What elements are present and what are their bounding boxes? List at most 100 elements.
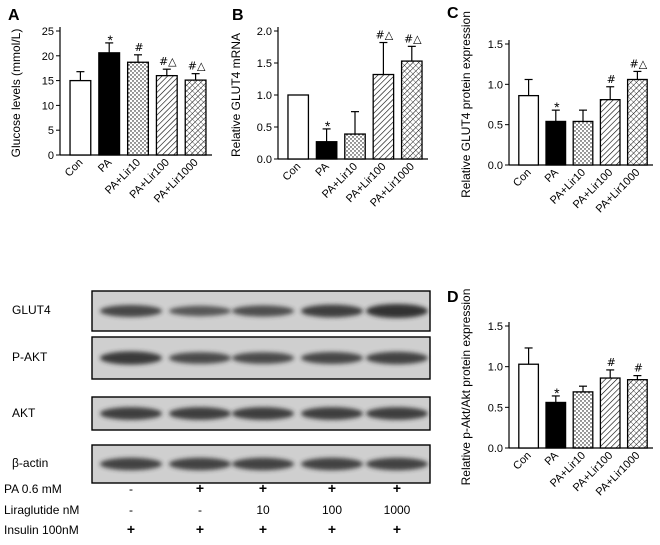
- protein-band: [366, 407, 428, 420]
- y-tick-label: 1.5: [257, 58, 272, 70]
- treatment-value: +: [392, 521, 402, 537]
- bar: [626, 78, 648, 166]
- y-tick-label: 5: [48, 125, 54, 137]
- y-tick-label: 15: [42, 76, 54, 88]
- protein-band: [232, 407, 294, 420]
- protein-band: [169, 352, 231, 364]
- treatment-value: -: [198, 503, 202, 517]
- x-tick-label: Con: [511, 167, 534, 190]
- treatment-label: Insulin 100nM: [4, 523, 79, 537]
- protein-band: [366, 304, 428, 318]
- x-tick-label: PA: [543, 166, 562, 185]
- chart-b: 0.0 0.5 1.0 1.5 2.0 Relative GLUT4 mRNA Con * PA…: [229, 26, 428, 209]
- y-tick-label: 0.5: [488, 402, 503, 414]
- bar: [599, 99, 621, 166]
- bar: [98, 52, 121, 156]
- treatment-value: +: [126, 521, 136, 537]
- treatment-label: PA 0.6 mM: [4, 482, 62, 496]
- y-tick-label: 10: [42, 100, 54, 112]
- y-axis-label: Glucose levels (mmol/L): [9, 29, 23, 158]
- protein-band: [232, 352, 294, 364]
- bar: [545, 120, 567, 166]
- protein-band: [169, 457, 231, 471]
- chart-a: 0 5 10 15 20 25 Glucose levels (mmol/L) Con * PA #…: [9, 26, 212, 205]
- panel-label-a: A: [8, 7, 20, 24]
- y-tick-label: 0.0: [488, 160, 503, 172]
- y-axis-label: Relative p-Akt/Akt protein expression: [459, 289, 473, 486]
- protein-band: [169, 407, 231, 420]
- significance-label: *: [107, 32, 113, 48]
- y-tick-label: 1.0: [488, 79, 503, 91]
- y-tick-label: 1.5: [488, 39, 503, 51]
- protein-band: [100, 351, 162, 365]
- bar: [372, 73, 395, 160]
- y-axis-label: Relative GLUT4 protein expression: [459, 11, 473, 198]
- x-tick-label: Con: [511, 450, 534, 473]
- bar: [315, 141, 338, 160]
- blot-row-label: AKT: [12, 405, 36, 420]
- panel-label-c: C: [447, 5, 459, 22]
- bar: [572, 120, 594, 166]
- protein-band: [301, 304, 363, 318]
- significance-label: #△: [159, 55, 177, 68]
- y-tick-label: 0.5: [488, 120, 503, 132]
- bar: [287, 94, 310, 160]
- y-tick-label: 0: [48, 150, 54, 162]
- x-tick-label: PA: [313, 160, 332, 179]
- bar: [518, 94, 540, 166]
- protein-band: [100, 305, 162, 317]
- y-tick-label: 0.5: [257, 122, 272, 134]
- protein-band: [366, 351, 428, 365]
- bar: [400, 60, 423, 160]
- x-tick-label: Con: [281, 161, 304, 184]
- significance-label: #△: [376, 29, 394, 42]
- chart-d: 0.0 0.5 1.0 1.5 Relative p-Akt/Akt protein e…: [459, 289, 653, 498]
- panel-label-b: B: [232, 7, 244, 24]
- blot-row-label: GLUT4: [12, 303, 51, 317]
- protein-band: [169, 305, 231, 317]
- x-tick-label: PA: [96, 156, 115, 175]
- treatment-value: 1000: [383, 503, 411, 517]
- western-blot: [91, 290, 431, 484]
- blot-row-label: β-actin: [12, 456, 49, 470]
- treatment-value: -: [129, 482, 133, 496]
- y-tick-label: 1.5: [488, 321, 503, 333]
- protein-band: [100, 407, 162, 420]
- protein-band: [301, 457, 363, 471]
- y-tick-label: 25: [42, 26, 54, 38]
- bar: [69, 79, 92, 156]
- chart-c: 0.0 0.5 1.0 1.5 Relative GLUT4 protein expre…: [459, 11, 653, 215]
- treatment-value: +: [327, 521, 337, 537]
- y-tick-label: 20: [42, 51, 54, 63]
- y-tick-label: 2.0: [257, 26, 272, 38]
- bar: [626, 379, 648, 449]
- treatment-value: 10: [256, 503, 270, 517]
- bar: [184, 79, 207, 156]
- protein-band: [301, 407, 363, 420]
- x-tick-label: Con: [63, 157, 86, 180]
- significance-label: #: [634, 362, 643, 375]
- bar: [155, 74, 178, 156]
- bar: [126, 61, 150, 156]
- protein-band: [232, 305, 294, 317]
- significance-label: #△: [188, 60, 206, 73]
- significance-label: #: [607, 73, 616, 86]
- y-axis-label: Relative GLUT4 mRNA: [229, 33, 243, 157]
- significance-label: #: [134, 41, 143, 54]
- significance-label: #△: [404, 32, 422, 45]
- bar: [545, 401, 567, 449]
- bar: [572, 391, 594, 449]
- panel-label-d: D: [447, 289, 459, 306]
- significance-label: #△: [630, 57, 648, 70]
- protein-band: [366, 457, 428, 471]
- treatment-value: +: [327, 480, 337, 496]
- treatment-value: +: [258, 480, 268, 496]
- bar: [344, 133, 366, 160]
- y-tick-label: 0.0: [257, 154, 272, 166]
- protein-band: [301, 352, 363, 364]
- treatment-value: +: [392, 480, 402, 496]
- treatment-value: +: [195, 521, 205, 537]
- treatment-value: 100: [321, 503, 343, 517]
- treatment-value: -: [129, 503, 133, 517]
